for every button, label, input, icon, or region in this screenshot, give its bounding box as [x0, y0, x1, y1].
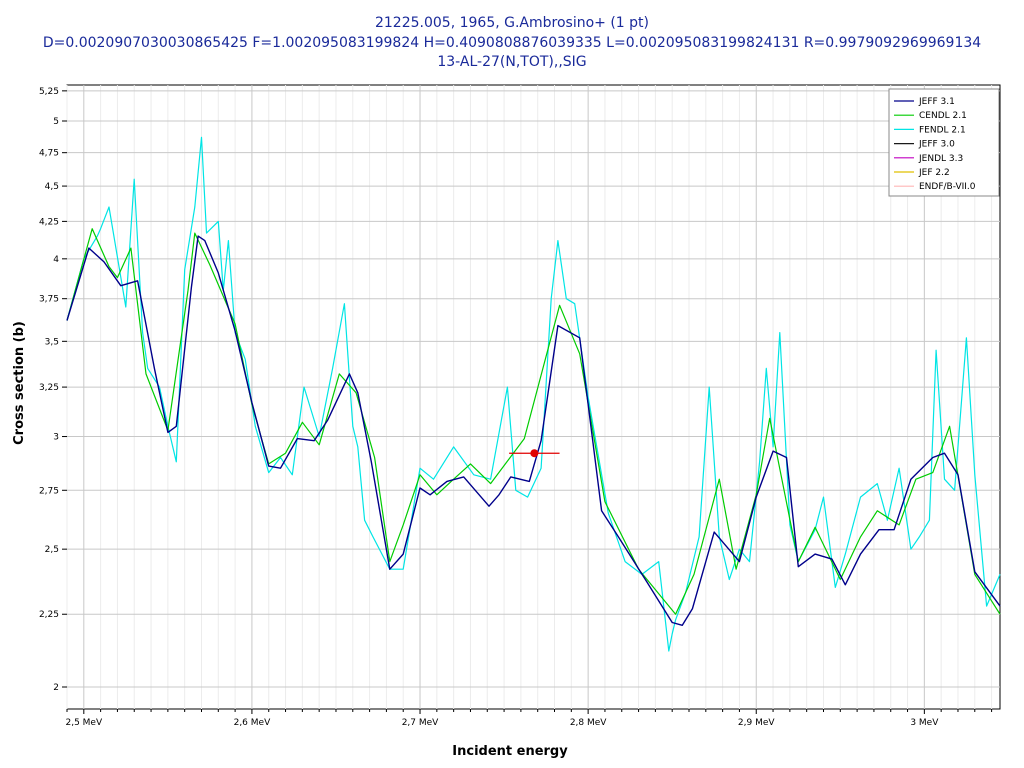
x-tick-label: 2,5 MeV [65, 718, 102, 728]
y-tick-label: 3,25 [39, 383, 59, 393]
legend: JEFF 3.1 CENDL 2.1 FENDL 2.1 JEFF 3.0 JENDL … [888, 88, 1000, 197]
chart-subtitle: D=0.0020907030030865425 F=1.002095083199… [42, 35, 982, 51]
chart-reaction: 13-AL-27(N,TOT),,SIG [437, 54, 587, 70]
legend-label: ENDF/B-VII.0 [919, 182, 976, 192]
y-tick-label: 4,25 [39, 217, 59, 227]
experimental-point-layer [509, 449, 560, 458]
y-tick-label: 4,75 [39, 149, 59, 159]
legend-label: JENDL 3.3 [918, 154, 963, 164]
x-axis-label: Incident energy [452, 744, 568, 759]
legend-label: CENDL 2.1 [919, 111, 967, 121]
plot-area [66, 84, 1001, 710]
legend-label: JEFF 3.0 [918, 140, 955, 150]
x-tick-label: 2,8 MeV [570, 718, 607, 728]
y-tick-label: 4 [53, 255, 59, 265]
y-tick-label: 2,5 [45, 545, 59, 555]
legend-label: FENDL 2.1 [919, 125, 966, 135]
y-tick-label: 2,75 [39, 486, 59, 496]
series-line-fendl-2-1 [66, 136, 1001, 652]
experimental-data-point [530, 449, 539, 458]
x-tick-label: 2,9 MeV [738, 718, 775, 728]
series-layer [66, 136, 1001, 652]
y-axis-label: Cross section (b) [12, 321, 27, 445]
series-line-cendl-2-1 [66, 228, 1001, 615]
x-tick-label: 2,6 MeV [234, 718, 271, 728]
legend-label: JEF 2.2 [918, 168, 950, 178]
series-line-jeff-3-1 [66, 235, 1001, 626]
y-tick-label: 4,5 [45, 182, 59, 192]
y-tick-label: 5,25 [39, 87, 59, 97]
y-tick-label: 3,75 [39, 295, 59, 305]
x-tick-label: 2,7 MeV [402, 718, 439, 728]
legend-box [888, 88, 1000, 197]
x-tick-label: 3 MeV [910, 718, 939, 728]
y-tick-label: 5 [53, 117, 59, 127]
legend-label: JEFF 3.1 [918, 97, 955, 107]
y-tick-label: 3 [53, 433, 59, 443]
chart-title: 21225.005, 1965, G.Ambrosino+ (1 pt) [374, 15, 649, 31]
axis-layer: 2 2,25 2,5 2,75 3 3,25 3,5 3,75 4 4,25 4,5 4,75 5 5,2… [39, 87, 993, 728]
y-tick-label: 3,5 [45, 337, 59, 347]
y-tick-label: 2,25 [39, 610, 59, 620]
y-tick-label: 2 [53, 683, 59, 693]
